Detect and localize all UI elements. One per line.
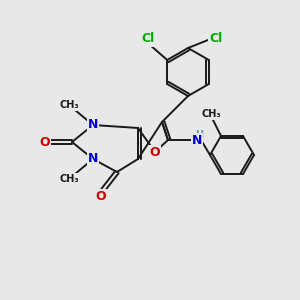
- Text: H: H: [195, 130, 203, 140]
- Text: CH₃: CH₃: [59, 100, 79, 110]
- Text: CH₃: CH₃: [201, 109, 221, 119]
- Text: Cl: Cl: [209, 32, 223, 46]
- Text: N: N: [192, 134, 202, 146]
- Text: O: O: [40, 136, 50, 148]
- Text: Cl: Cl: [142, 32, 155, 46]
- Text: N: N: [88, 118, 98, 131]
- Text: O: O: [150, 146, 160, 158]
- Text: N: N: [88, 152, 98, 166]
- Text: O: O: [96, 190, 106, 202]
- Text: CH₃: CH₃: [59, 174, 79, 184]
